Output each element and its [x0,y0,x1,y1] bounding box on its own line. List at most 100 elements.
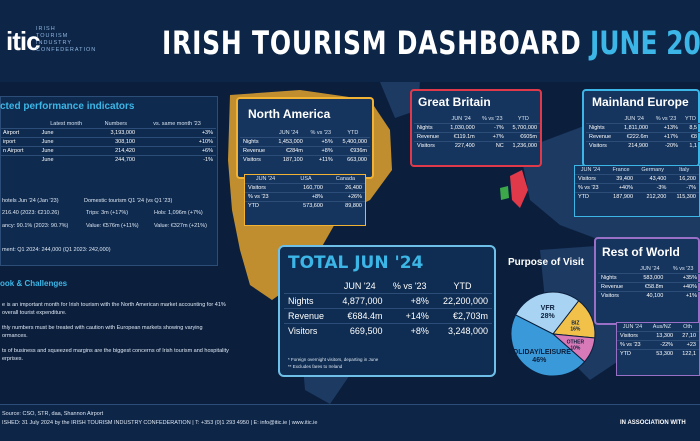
cell: 663,000 [335,155,370,164]
rest-of-world-breakdown: JUN '24 Aus/NZ Oth Visitors 13,300 27,10 % v… [616,322,700,376]
col: Aus/NZ [652,324,672,330]
cell: €222.6m [617,132,652,142]
domestic-hols: Hols: 1,096m (+7%) [154,210,203,216]
cell: 1,030,000 [444,123,478,133]
rest-of-world-title: Rest of World [602,245,680,259]
pie-label: OTHER 10% [567,340,585,352]
cell: +1% [666,291,700,300]
cell: 16,200 [669,174,699,184]
kpi-col-numbers: Numbers [104,121,127,127]
kpi-row-month: June [38,137,94,147]
col: JUN '24 [343,281,376,291]
cell: 583,000 [633,273,667,283]
col: % vs '23 [672,266,694,272]
col: France [612,167,630,173]
cell: -7% [669,183,699,193]
itic-logo: itic [6,26,41,56]
kpi-row: Airport June 3,193,000 +3% [0,128,216,138]
outlook-bullet-2b: ormances. [2,333,28,339]
col: YTD [684,116,696,122]
row-label: Visitors [598,291,634,300]
row-label: Nights [414,123,445,133]
great-britain-panel: Great Britain JUN '24% vs '23 YTD Nights 1… [410,89,542,167]
great-britain-table: JUN '24 % vs '23 YTD Nights 1,030,000 -7% 5,7… [414,115,540,150]
cell: 8,5 [680,123,700,133]
mainland-europe-breakdown-table: JUN '24 France Germany Italy Visitors 39,400… [575,166,699,201]
kpi-row-vs: +6% [138,146,216,156]
col: % vs '23 [655,116,677,122]
kpi-row-numbers: 3,193,000 [93,128,139,138]
hotels-title: hotels Jun '24 (Jan '23) [2,198,59,204]
cell: 4,877,000 [333,293,387,309]
cell: +40% [605,183,637,193]
mainland-europe-title: Mainland Europe [592,95,689,109]
col: % vs '23 [392,281,427,291]
cell: +8% [305,146,336,156]
cell: +35% [666,273,700,283]
row-label: Nights [284,293,333,309]
north-america-breakdown-table: JUN '24 USA Canada Visitors 160,700 26,400 %… [245,175,365,210]
pie-label: HOLIDAY/LEISURE 46% [508,349,571,364]
kpi-row-numbers: 308,100 [93,137,139,147]
col: JUN '24 [622,324,643,330]
cell: +8% [286,192,326,202]
outlook-bullet-3: ts of business and squeezed margins are … [2,348,229,354]
row-label: Visitors [284,323,333,338]
kpi-row-numbers: 244,700 [93,155,139,164]
col: Oth [683,324,692,330]
kpi-title: cted performance indicators [0,101,135,112]
row-label: % vs '23 [575,183,606,193]
row-label: % vs '23 [617,340,648,350]
col: Italy [679,167,690,173]
pie-label: BIZ 16% [570,320,581,332]
cell: 13,300 [647,331,677,341]
cell: +5% [305,137,336,147]
cell: 1,811,000 [617,123,652,133]
cell: 3,248,000 [432,323,492,338]
col: JUN '24 [255,176,276,182]
mainland-europe-breakdown: JUN '24 France Germany Italy Visitors 39,400… [574,165,700,217]
cell: €284m [271,146,306,156]
col: JUN '24 [624,116,644,122]
cell: +8% [386,293,433,309]
row-label: Revenue [414,132,445,142]
cell: 115,300 [669,192,699,201]
row-label: Revenue [284,308,333,324]
col: JUN '24 [640,266,660,272]
ireland-shape [500,186,509,200]
kpi-row-month: June [38,128,94,138]
col: YTD [517,116,529,122]
row-label: YTD [575,192,606,201]
outlook-bullet-1: e is an important month for Irish touris… [2,302,226,308]
cell: +26% [325,192,365,202]
footer-published: ISHED: 31 July 2024 by the IRISH TOURISM… [2,420,318,426]
cell: 160,700 [286,183,326,193]
north-america-panel: North America JUN '24% vs '23 YTD Nights 1… [236,97,374,179]
domestic-value: Value: €576m (+11%) [86,223,139,229]
total-table: JUN '24% vs '23 YTD Nights 4,877,000 +8% 22,… [284,279,492,338]
total-title: TOTAL JUN '24 [288,253,424,273]
cell: 573,600 [286,201,326,210]
kpi-col-latest: Latest month [50,121,82,127]
cell: 22,200,000 [432,293,492,309]
kpi-row: irport June 308,100 +10% [0,137,216,147]
purpose-pie-chart: VFR 28% BIZ 16% OTHER 10%HOLIDAY/LEISURE 46% [508,291,596,377]
cell: +7% [477,132,507,142]
cell: 43,400 [636,174,670,184]
cell: 5,700,000 [506,123,540,133]
cell: 122,1 [676,349,699,358]
rest-of-world-breakdown-table: JUN '24 Aus/NZ Oth Visitors 13,300 27,10 % v… [617,323,699,358]
cell: 53,300 [647,349,677,358]
kpi-row-month: June [38,146,94,156]
cell: €8 [680,132,700,142]
total-panel: TOTAL JUN '24 JUN '24 % vs '23 YTD Nights 4… [278,245,496,377]
logo-sub-3: INDUSTRY [36,40,73,46]
hotels-occupancy: ancy: 90.1% (2023: 90.7%) [2,223,69,229]
cell: 214,900 [617,141,652,150]
cell: +40% [666,282,700,292]
cell: €605m [506,132,540,142]
total-note-2: ** Excludes fares to Ireland [288,364,343,369]
row-label: Nights [586,123,618,133]
cell: €119.1m [444,132,478,142]
cell: €684.4m [333,308,387,324]
